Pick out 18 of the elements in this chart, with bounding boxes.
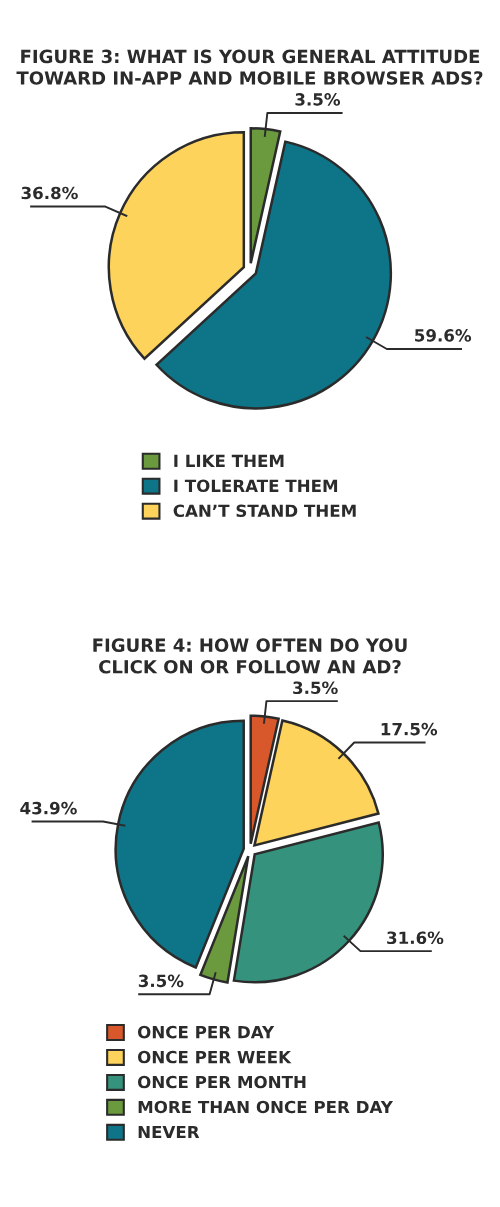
data-label: 3.5% bbox=[295, 93, 341, 106]
chart-title: FIGURE 3: WHAT IS YOUR GENERAL ATTITUDE TOWARD IN-APP AND MOBILE BROWSER ADS? bbox=[16, 49, 483, 85]
legend-label: I LIKE THEM bbox=[174, 454, 284, 467]
data-label: 31.6% bbox=[387, 931, 444, 945]
legend-label: ONCE PER DAY bbox=[137, 1025, 275, 1039]
legend-label: NEVER bbox=[138, 1125, 200, 1139]
data-label: 17.5% bbox=[381, 722, 438, 736]
legend-label: I TOLERATE THEM bbox=[174, 479, 338, 493]
data-label: 3.5% bbox=[138, 974, 184, 988]
data-label: 59.6% bbox=[415, 329, 472, 342]
data-label: 3.5% bbox=[293, 681, 338, 695]
chart-title: FIGURE 4: HOW OFTEN DO YOU CLICK ON OR FOLLOW AN AD? bbox=[93, 638, 407, 674]
legend-label: MORE THAN ONCE PER DAY bbox=[138, 1100, 394, 1114]
legend-label: CAN’T STAND THEM bbox=[173, 504, 356, 518]
legend-label: ONCE PER WEEK bbox=[137, 1050, 292, 1064]
data-label: 43.9% bbox=[20, 801, 77, 815]
data-label: 36.8% bbox=[21, 186, 78, 200]
legend-label: ONCE PER MONTH bbox=[137, 1075, 306, 1089]
